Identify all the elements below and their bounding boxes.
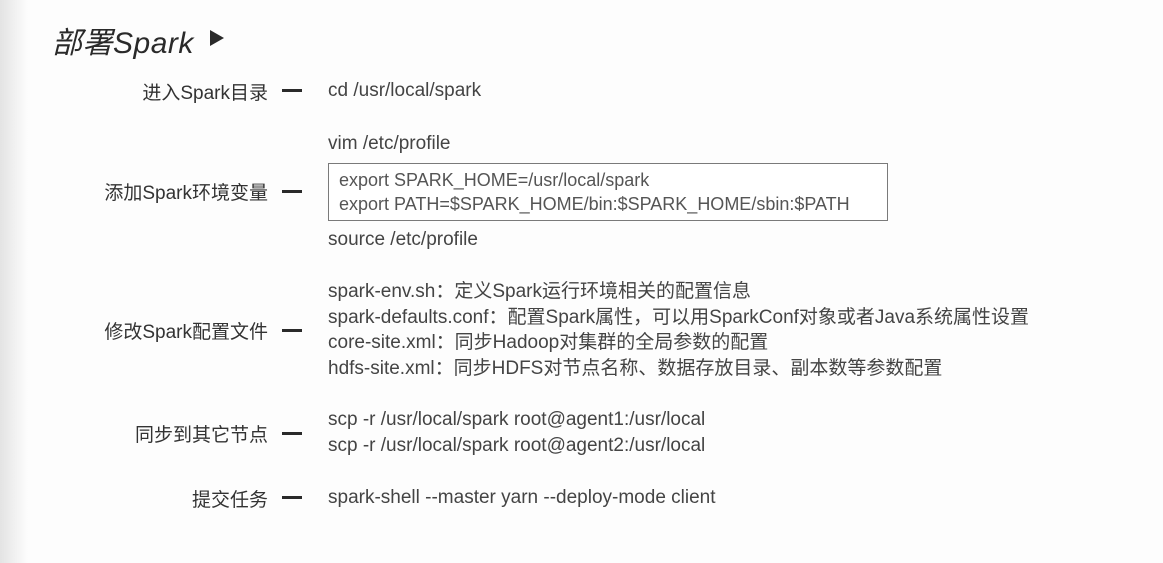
step-content: cd /usr/local/spark <box>310 78 1163 104</box>
step-content: vim /etc/profile export SPARK_HOME=/usr/… <box>310 131 1163 253</box>
step-connector <box>274 190 310 193</box>
step-label-wrap: 进入Spark目录 <box>0 78 268 105</box>
step-connector <box>274 432 310 435</box>
dash-icon <box>282 89 302 92</box>
code-line: hdfs-site.xml：同步HDFS对节点名称、数据存放目录、副本数等参数配… <box>328 356 1163 382</box>
step-label: 修改Spark配置文件 <box>104 317 268 344</box>
code-line: scp -r /usr/local/spark root@agent2:/usr… <box>328 433 1163 459</box>
step-label-wrap: 添加Spark环境变量 <box>0 178 268 205</box>
code-line: export SPARK_HOME=/usr/local/spark <box>339 168 877 192</box>
code-line: core-site.xml：同步Hadoop对集群的全局参数的配置 <box>328 330 1163 356</box>
page-title: 部署Spark <box>52 18 194 62</box>
step-row: 修改Spark配置文件 spark-env.sh：定义Spark运行环境相关的配… <box>0 279 1163 382</box>
step-connector <box>274 329 310 332</box>
step-label: 添加Spark环境变量 <box>104 178 268 205</box>
step-row: 添加Spark环境变量 vim /etc/profile export SPAR… <box>0 131 1163 253</box>
steps-list: 进入Spark目录 cd /usr/local/spark 添加Spark环境变… <box>0 78 1163 538</box>
step-label-wrap: 提交任务 <box>0 485 268 512</box>
step-row: 进入Spark目录 cd /usr/local/spark <box>0 78 1163 105</box>
step-connector <box>274 485 310 499</box>
dash-icon <box>282 496 302 499</box>
step-row: 同步到其它节点 scp -r /usr/local/spark root@age… <box>0 407 1163 458</box>
dash-icon <box>282 432 302 435</box>
dash-icon <box>282 329 302 332</box>
code-box: export SPARK_HOME=/usr/local/spark expor… <box>328 163 888 222</box>
code-line: vim /etc/profile <box>328 131 1163 157</box>
step-label-wrap: 修改Spark配置文件 <box>0 317 268 344</box>
step-row: 提交任务 spark-shell --master yarn --deploy-… <box>0 485 1163 512</box>
step-label: 提交任务 <box>192 485 268 512</box>
code-line: spark-env.sh：定义Spark运行环境相关的配置信息 <box>328 279 1163 305</box>
code-line: cd /usr/local/spark <box>328 78 1163 104</box>
step-label-wrap: 同步到其它节点 <box>0 420 268 447</box>
step-label: 进入Spark目录 <box>142 78 268 105</box>
play-icon <box>208 29 226 52</box>
step-connector <box>274 78 310 92</box>
code-line: spark-defaults.conf：配置Spark属性，可以用SparkCo… <box>328 305 1163 331</box>
dash-icon <box>282 190 302 193</box>
page-container: 部署Spark 进入Spark目录 cd /usr/local/spark 添加… <box>0 0 1163 563</box>
step-content: spark-env.sh：定义Spark运行环境相关的配置信息 spark-de… <box>310 279 1163 382</box>
code-line: source /etc/profile <box>328 227 1163 253</box>
step-label: 同步到其它节点 <box>135 420 268 447</box>
step-content: spark-shell --master yarn --deploy-mode … <box>310 485 1163 511</box>
code-line: scp -r /usr/local/spark root@agent1:/usr… <box>328 407 1163 433</box>
code-line: spark-shell --master yarn --deploy-mode … <box>328 485 1163 511</box>
step-content: scp -r /usr/local/spark root@agent1:/usr… <box>310 407 1163 458</box>
title-row: 部署Spark <box>52 18 226 62</box>
code-line: export PATH=$SPARK_HOME/bin:$SPARK_HOME/… <box>339 192 877 216</box>
